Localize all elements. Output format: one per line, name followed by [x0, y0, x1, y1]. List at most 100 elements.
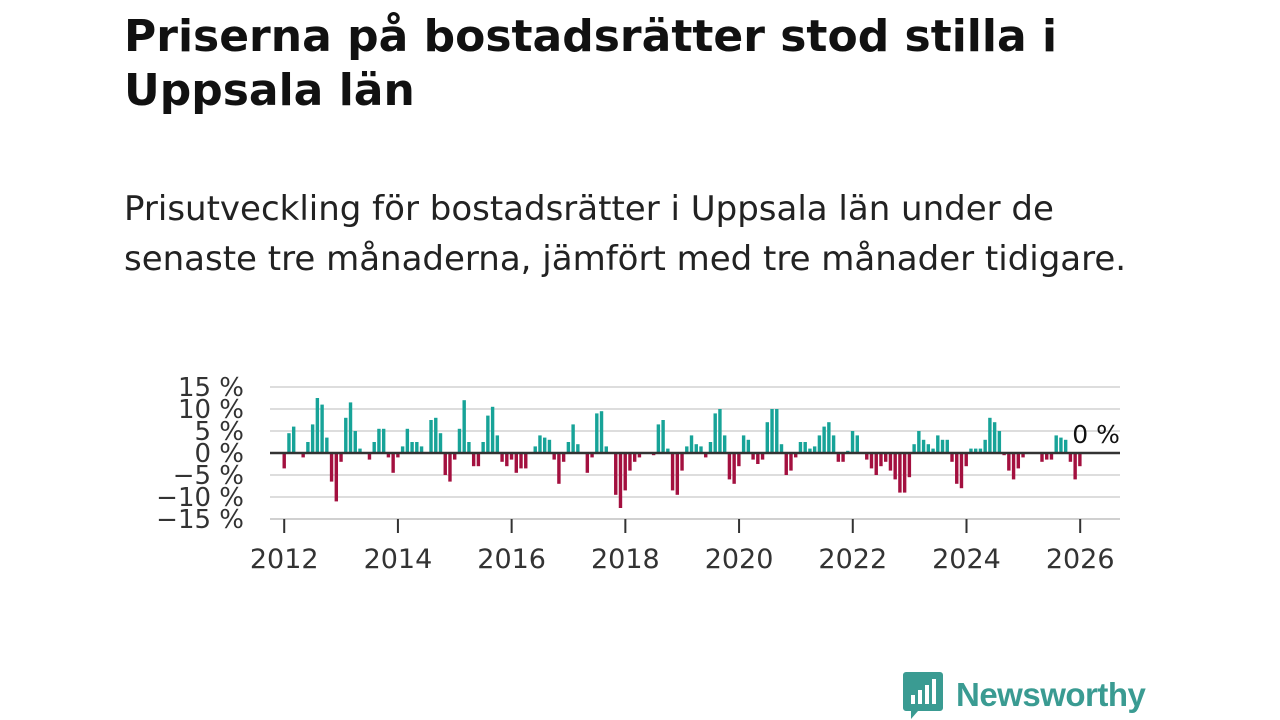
x-tick-label: 2026 [1046, 544, 1115, 575]
bar [552, 453, 556, 460]
bar [940, 439, 945, 453]
bar [495, 435, 500, 453]
bar [1063, 439, 1068, 453]
bar [353, 431, 357, 453]
bar [287, 433, 291, 453]
x-tick-label: 2018 [591, 544, 660, 575]
bar [704, 453, 708, 458]
bar [438, 433, 443, 453]
bar [1054, 435, 1058, 453]
bar [377, 428, 381, 453]
bar [291, 426, 296, 453]
bar [926, 444, 931, 453]
bar [992, 422, 997, 453]
bar [1045, 453, 1049, 460]
y-tick-label: −10 % [156, 483, 244, 513]
bar [794, 453, 798, 458]
bar [760, 453, 765, 460]
bar [836, 453, 841, 462]
bar [618, 453, 623, 508]
bar [632, 453, 637, 462]
x-tick-label: 2020 [705, 544, 774, 575]
bar [713, 413, 717, 453]
bar [775, 409, 779, 453]
bar [907, 453, 912, 478]
bar [462, 400, 466, 453]
bar [817, 435, 822, 453]
bar [822, 426, 826, 453]
bar [486, 415, 490, 453]
x-tick-label: 2022 [818, 544, 887, 575]
bar [675, 453, 680, 495]
bar [850, 431, 855, 453]
bar [888, 453, 893, 471]
bar [666, 448, 670, 453]
bar [812, 446, 817, 453]
bar [765, 422, 770, 453]
bar [931, 448, 935, 453]
bar [415, 442, 419, 453]
bar [391, 453, 395, 473]
bars [282, 398, 1082, 508]
bar [348, 402, 353, 453]
bar [945, 439, 949, 453]
bar [732, 453, 736, 484]
bar [883, 453, 888, 462]
bar [505, 453, 509, 467]
chart-subtitle: Prisutveckling för bostadsrätter i Uppsa… [124, 189, 1127, 279]
page-title: Priserna på bostadsrätter stod stilla i … [124, 11, 1058, 116]
bar [680, 453, 684, 471]
bar [756, 453, 760, 464]
bar [637, 453, 642, 458]
bar [997, 431, 1002, 453]
axes [270, 451, 1120, 533]
bar [533, 446, 537, 453]
bar [1007, 453, 1011, 471]
bar [434, 417, 438, 453]
bar [921, 439, 926, 453]
bar [367, 453, 372, 460]
newsworthy-logo: Newsworthy [902, 670, 1146, 720]
bar [737, 453, 741, 467]
bar [315, 398, 320, 453]
bar [841, 453, 845, 462]
bar [306, 442, 310, 453]
bar [741, 435, 746, 453]
bar [855, 435, 859, 453]
bar [372, 442, 376, 453]
bar [770, 409, 774, 453]
bar [1059, 437, 1063, 453]
bar [561, 453, 566, 462]
bar [912, 444, 916, 453]
bar [325, 437, 329, 453]
bar [344, 417, 348, 453]
y-tick-label: 5 % [194, 417, 244, 447]
bar [614, 453, 618, 495]
latest-value-label: 0 % [1072, 420, 1120, 449]
bar [902, 453, 907, 493]
bar [310, 424, 315, 453]
bar [410, 442, 414, 453]
bar [448, 453, 452, 482]
bar [500, 453, 504, 462]
bar [983, 439, 987, 453]
bar [1011, 453, 1016, 480]
bar [685, 446, 689, 453]
bar [481, 442, 485, 453]
bar [978, 448, 983, 453]
x-tick-label: 2024 [932, 544, 1001, 575]
bar [831, 435, 836, 453]
bar [514, 453, 518, 473]
bar [339, 453, 343, 462]
bar [509, 453, 514, 460]
bar [1016, 453, 1021, 469]
bar [576, 444, 580, 453]
bar [699, 446, 703, 453]
y-tick-label: −15 % [156, 505, 244, 535]
bar [779, 444, 784, 453]
bar [381, 428, 386, 453]
bar [547, 439, 552, 453]
bar [334, 453, 339, 502]
bar [784, 453, 788, 475]
